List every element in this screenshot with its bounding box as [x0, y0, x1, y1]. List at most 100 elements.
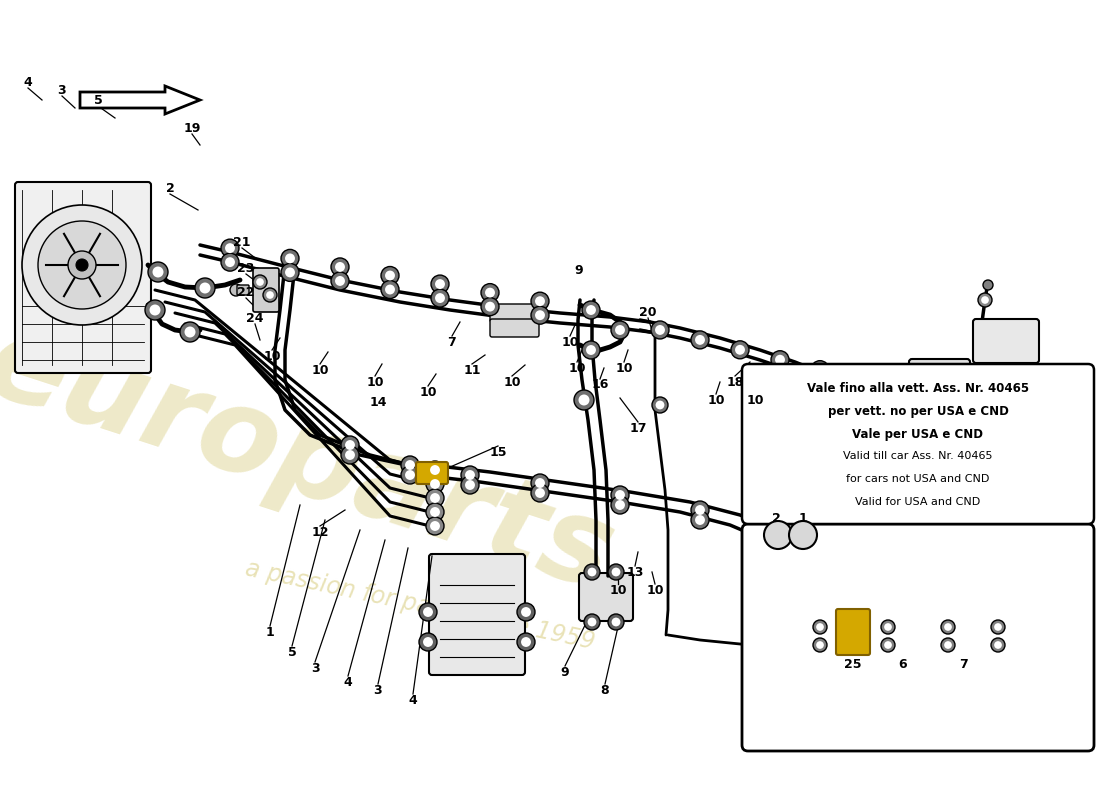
Circle shape: [385, 285, 395, 294]
FancyBboxPatch shape: [836, 609, 870, 655]
Text: 10: 10: [746, 394, 763, 406]
Circle shape: [226, 257, 235, 267]
Circle shape: [263, 288, 277, 302]
Text: 10: 10: [609, 583, 627, 597]
Circle shape: [145, 300, 165, 320]
Text: 7: 7: [958, 658, 967, 671]
Text: 10: 10: [561, 335, 579, 349]
Text: for cars not USA and CND: for cars not USA and CND: [846, 474, 990, 484]
Circle shape: [654, 325, 664, 335]
Polygon shape: [80, 86, 200, 114]
Text: 1: 1: [799, 511, 807, 525]
Text: 24: 24: [246, 311, 264, 325]
Circle shape: [983, 280, 993, 290]
Text: 10: 10: [569, 362, 585, 374]
Circle shape: [253, 275, 267, 289]
Circle shape: [651, 321, 669, 339]
Text: 7: 7: [448, 335, 456, 349]
Text: 5: 5: [94, 94, 102, 106]
Circle shape: [691, 501, 710, 519]
Text: 3: 3: [374, 683, 383, 697]
Circle shape: [430, 465, 440, 475]
Text: 3: 3: [57, 83, 66, 97]
Circle shape: [531, 292, 549, 310]
Text: 22: 22: [238, 286, 255, 298]
Circle shape: [280, 250, 299, 267]
FancyBboxPatch shape: [15, 182, 151, 373]
Circle shape: [881, 620, 895, 634]
Circle shape: [579, 394, 590, 406]
Circle shape: [615, 325, 625, 335]
Circle shape: [430, 507, 440, 517]
Circle shape: [944, 641, 952, 649]
Text: Vale fino alla vett. Ass. Nr. 40465: Vale fino alla vett. Ass. Nr. 40465: [807, 382, 1030, 395]
Circle shape: [994, 641, 1002, 649]
Circle shape: [816, 623, 824, 631]
Text: 9: 9: [574, 263, 583, 277]
Circle shape: [981, 296, 989, 304]
Circle shape: [691, 511, 710, 529]
Text: 18: 18: [726, 375, 744, 389]
FancyBboxPatch shape: [742, 364, 1094, 524]
Circle shape: [230, 284, 242, 296]
Text: 13: 13: [626, 566, 644, 578]
Circle shape: [994, 623, 1002, 631]
Circle shape: [280, 263, 299, 282]
Circle shape: [584, 564, 600, 580]
Text: 2: 2: [771, 511, 780, 525]
Circle shape: [485, 302, 495, 311]
Circle shape: [385, 270, 395, 281]
Text: 10: 10: [707, 394, 725, 406]
Circle shape: [535, 310, 544, 320]
Circle shape: [424, 607, 433, 617]
Text: 10: 10: [647, 583, 663, 597]
Circle shape: [615, 490, 625, 500]
Circle shape: [336, 262, 345, 272]
Text: 3: 3: [310, 662, 319, 674]
Circle shape: [695, 505, 705, 515]
Circle shape: [266, 291, 274, 299]
Text: 25: 25: [845, 658, 861, 671]
Circle shape: [331, 258, 349, 276]
Circle shape: [991, 620, 1005, 634]
Circle shape: [691, 331, 710, 349]
Circle shape: [735, 345, 745, 354]
FancyBboxPatch shape: [416, 462, 448, 484]
Circle shape: [612, 568, 620, 576]
Circle shape: [22, 205, 142, 325]
Circle shape: [586, 305, 596, 315]
Circle shape: [285, 267, 295, 278]
Circle shape: [695, 515, 705, 525]
Circle shape: [148, 262, 168, 282]
Text: 1: 1: [265, 626, 274, 638]
Circle shape: [978, 293, 992, 307]
Circle shape: [531, 474, 549, 492]
Circle shape: [39, 221, 126, 309]
FancyBboxPatch shape: [253, 268, 279, 312]
Circle shape: [815, 365, 825, 374]
Text: Valid for USA and CND: Valid for USA and CND: [856, 497, 980, 507]
FancyBboxPatch shape: [742, 524, 1094, 751]
Circle shape: [610, 496, 629, 514]
Circle shape: [732, 341, 749, 359]
Circle shape: [884, 623, 892, 631]
Circle shape: [405, 470, 415, 480]
Circle shape: [341, 446, 359, 464]
Circle shape: [881, 638, 895, 652]
Circle shape: [991, 638, 1005, 652]
Text: 10: 10: [615, 362, 632, 374]
Circle shape: [426, 517, 444, 535]
Circle shape: [226, 243, 235, 253]
Circle shape: [199, 282, 210, 294]
Circle shape: [341, 436, 359, 454]
Circle shape: [426, 503, 444, 521]
FancyBboxPatch shape: [236, 285, 249, 295]
Text: a passion for parts since 1959: a passion for parts since 1959: [243, 556, 597, 654]
Circle shape: [180, 322, 200, 342]
Circle shape: [419, 633, 437, 651]
Circle shape: [582, 301, 600, 319]
FancyBboxPatch shape: [579, 573, 632, 621]
Circle shape: [381, 266, 399, 285]
Text: 10: 10: [504, 375, 520, 389]
Circle shape: [851, 370, 869, 389]
